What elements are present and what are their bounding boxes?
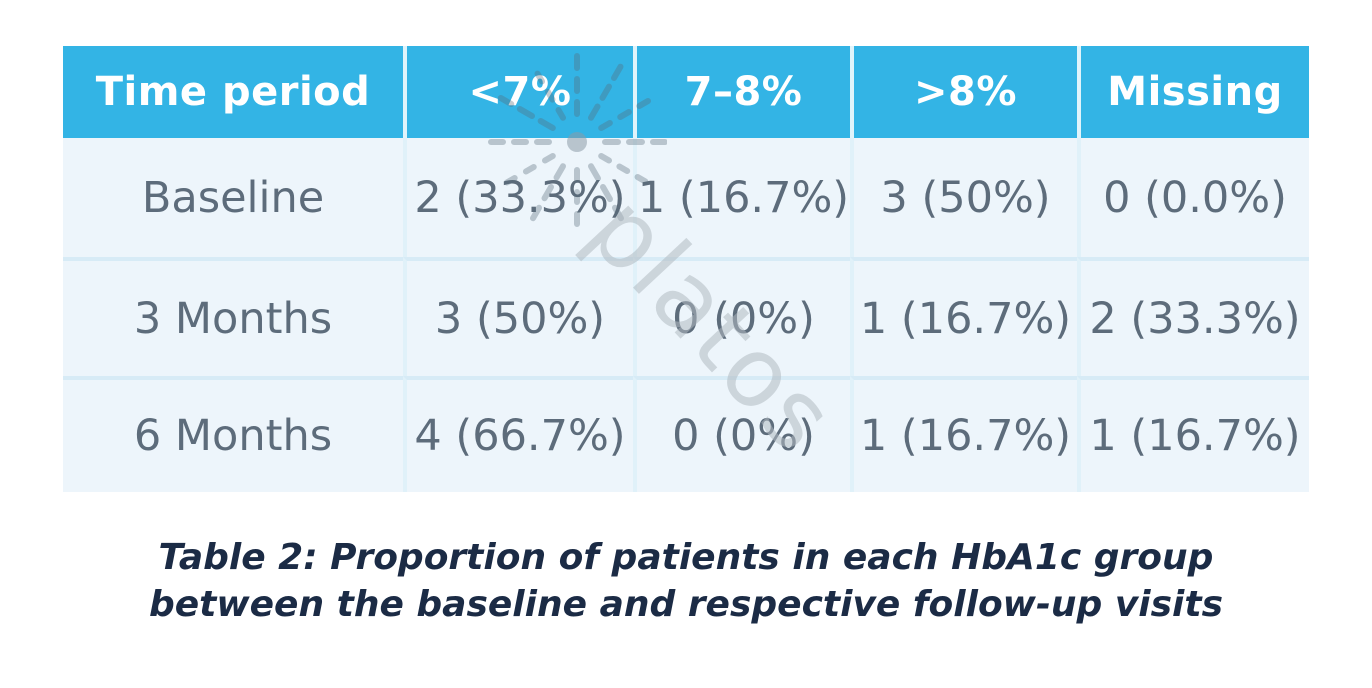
- table-cell: 3 (50%): [850, 138, 1077, 257]
- table-cell: 3 (50%): [403, 257, 633, 376]
- col-header-time-period: Time period: [63, 46, 403, 138]
- row-label-6-months: 6 Months: [63, 376, 403, 492]
- table-cell: 2 (33.3%): [1077, 257, 1309, 376]
- table-cell: 1 (16.7%): [633, 138, 850, 257]
- hba1c-proportion-table: Time period <7% 7–8% >8% Missing Baselin…: [63, 46, 1309, 492]
- row-label-3-months: 3 Months: [63, 257, 403, 376]
- table-cell: 2 (33.3%): [403, 138, 633, 257]
- table-cell: 1 (16.7%): [850, 257, 1077, 376]
- col-header-missing: Missing: [1077, 46, 1309, 138]
- table-cell: 1 (16.7%): [850, 376, 1077, 492]
- table-cell: 0 (0.0%): [1077, 138, 1309, 257]
- table-caption-line1: Table 2: Proportion of patients in each …: [158, 537, 1214, 578]
- col-header-gt-8pct: >8%: [850, 46, 1077, 138]
- table-caption-line2: between the baseline and respective foll…: [148, 584, 1224, 625]
- table-cell: 0 (0%): [633, 257, 850, 376]
- table-cell: 4 (66.7%): [403, 376, 633, 492]
- row-label-baseline: Baseline: [63, 138, 403, 257]
- table-cell: 0 (0%): [633, 376, 850, 492]
- col-header-7-8pct: 7–8%: [633, 46, 850, 138]
- col-header-lt-7pct: <7%: [403, 46, 633, 138]
- table-caption: Table 2: Proportion of patients in each …: [0, 534, 1372, 628]
- table-cell: 1 (16.7%): [1077, 376, 1309, 492]
